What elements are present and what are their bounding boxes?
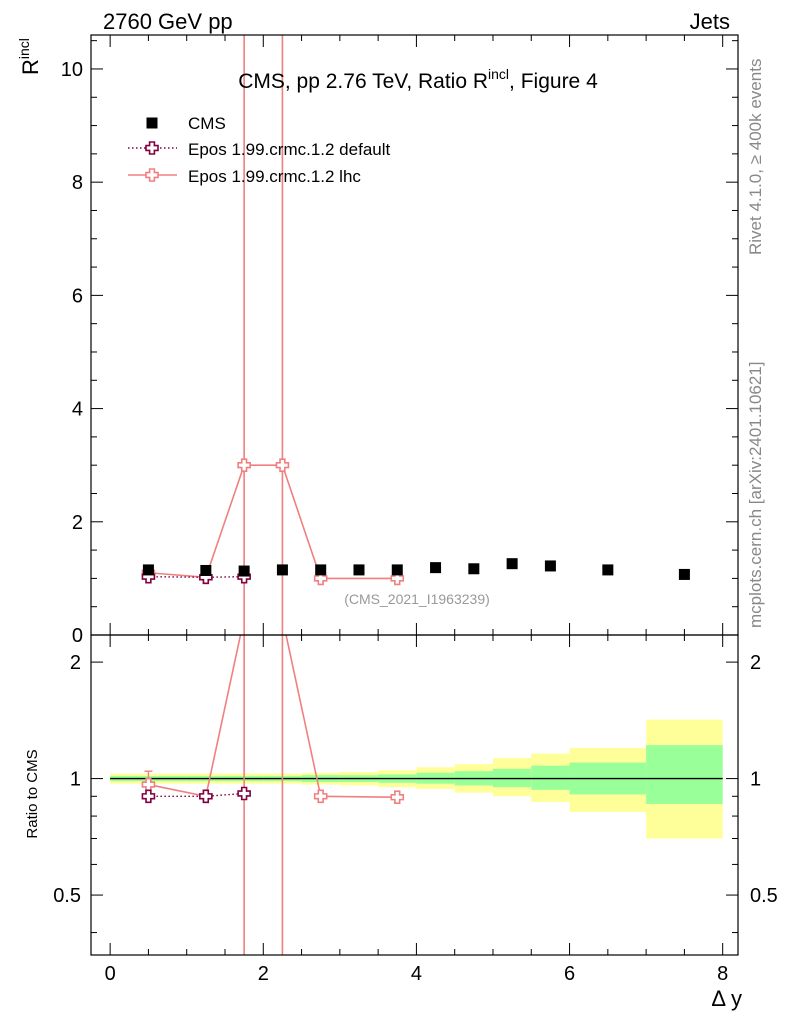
chart-title: CMS, pp 2.76 TeV, Ratio Rincl, Figure 4: [238, 66, 598, 93]
main-ylabel: Rincl: [16, 38, 43, 75]
legend-entry-label: Epos 1.99.crmc.1.2 default: [188, 140, 391, 159]
x-tick-label: 8: [717, 963, 728, 985]
main-point-cms: [544, 560, 556, 572]
x-tick-label: 2: [258, 963, 269, 985]
main-y-tick-label: 4: [72, 399, 83, 421]
ratio-y-tick-label-right: 2: [750, 652, 761, 674]
legend: CMS Epos 1.99.crmc.1.2 default Epos 1.99.c…: [128, 114, 391, 186]
band-green: [646, 745, 723, 804]
ratio-line: [148, 635, 398, 799]
main-point-cms: [602, 564, 614, 576]
mcplots-label: mcplots.cern.ch [arXiv:2401.10621]: [746, 362, 765, 628]
ratio-point-default: [141, 789, 156, 804]
ratio-frame: [90, 634, 739, 956]
main-y-tick-label: 8: [72, 172, 83, 194]
main-point-cms: [391, 564, 403, 576]
ratio-point-lhc: [313, 789, 328, 804]
ratio-point-default: [237, 786, 251, 801]
legend-marker-lhc: [145, 168, 159, 182]
ratio-bands: [110, 719, 723, 839]
rivet-label: Rivet 4.1.0, ≥ 400k events: [746, 59, 765, 255]
ratio-markers: [141, 777, 405, 805]
ratio-point-lhc: [390, 790, 405, 805]
legend-entry-label: Epos 1.99.crmc.1.2 lhc: [188, 167, 361, 186]
ratio-ylabel: Ratio to CMS: [24, 749, 41, 838]
band-green: [531, 765, 570, 790]
analysis-watermark: (CMS_2021_I1963239): [344, 591, 490, 607]
ratio-y-tick-label-right: 0.5: [750, 885, 778, 907]
main-y-tick-label: 2: [72, 512, 83, 534]
x-axis-label: Δ y: [711, 986, 742, 1011]
chart-title-sup: incl: [488, 66, 509, 82]
main-y-tick-label: 10: [61, 59, 83, 81]
ratio-y-tick-label-right: 1: [750, 769, 761, 791]
legend-entry-label: CMS: [188, 114, 226, 133]
main-point-cms: [276, 564, 288, 576]
main-point-cms: [678, 568, 690, 580]
main-point-lhc: [275, 458, 290, 472]
main-ylabel-main: R: [18, 59, 43, 75]
ratio-y-tick-label: 2: [70, 652, 81, 674]
main-point-cms: [468, 563, 480, 575]
main-line: [148, 464, 398, 580]
main-point-cms: [142, 564, 154, 576]
legend-marker-cms: [146, 117, 158, 129]
main-curves: [148, 35, 398, 635]
ratio-y-tick-label: 1: [70, 769, 81, 791]
svg-text:Rincl: Rincl: [16, 38, 43, 75]
main-point-cms: [430, 562, 442, 574]
chart-title-main: CMS, pp 2.76 TeV, Ratio R: [238, 70, 488, 93]
ratio-curves: [144, 635, 398, 955]
main-markers: [141, 458, 690, 586]
main-point-cms: [200, 564, 212, 576]
energy-label: 2760 GeV pp: [103, 9, 233, 34]
chart-title-tail: , Figure 4: [509, 70, 598, 93]
main-y-tick-label: 6: [72, 285, 83, 307]
main-point-lhc: [237, 458, 251, 472]
main-point-lhc: [313, 571, 328, 586]
x-tick-label: 4: [411, 963, 422, 985]
main-ylabel-sup: incl: [16, 38, 32, 59]
main-y-tick-label: 0: [72, 625, 83, 647]
main-point-cms: [353, 564, 365, 576]
x-tick-label: 0: [105, 963, 116, 985]
ratio-point-default: [199, 789, 213, 804]
main-point-lhc: [390, 571, 405, 586]
process-label: Jets: [690, 9, 730, 34]
ratio-y-tick-label: 0.5: [53, 885, 81, 907]
main-point-cms: [506, 558, 518, 570]
legend-marker-default: [145, 141, 159, 155]
main-point-cms: [315, 564, 327, 576]
axes: 0 2 4 6 8 10 0 2 4 6 8 0.5 0.5 1 1 2 2: [53, 35, 778, 985]
main-point-cms: [238, 565, 250, 577]
x-tick-label: 6: [564, 963, 575, 985]
